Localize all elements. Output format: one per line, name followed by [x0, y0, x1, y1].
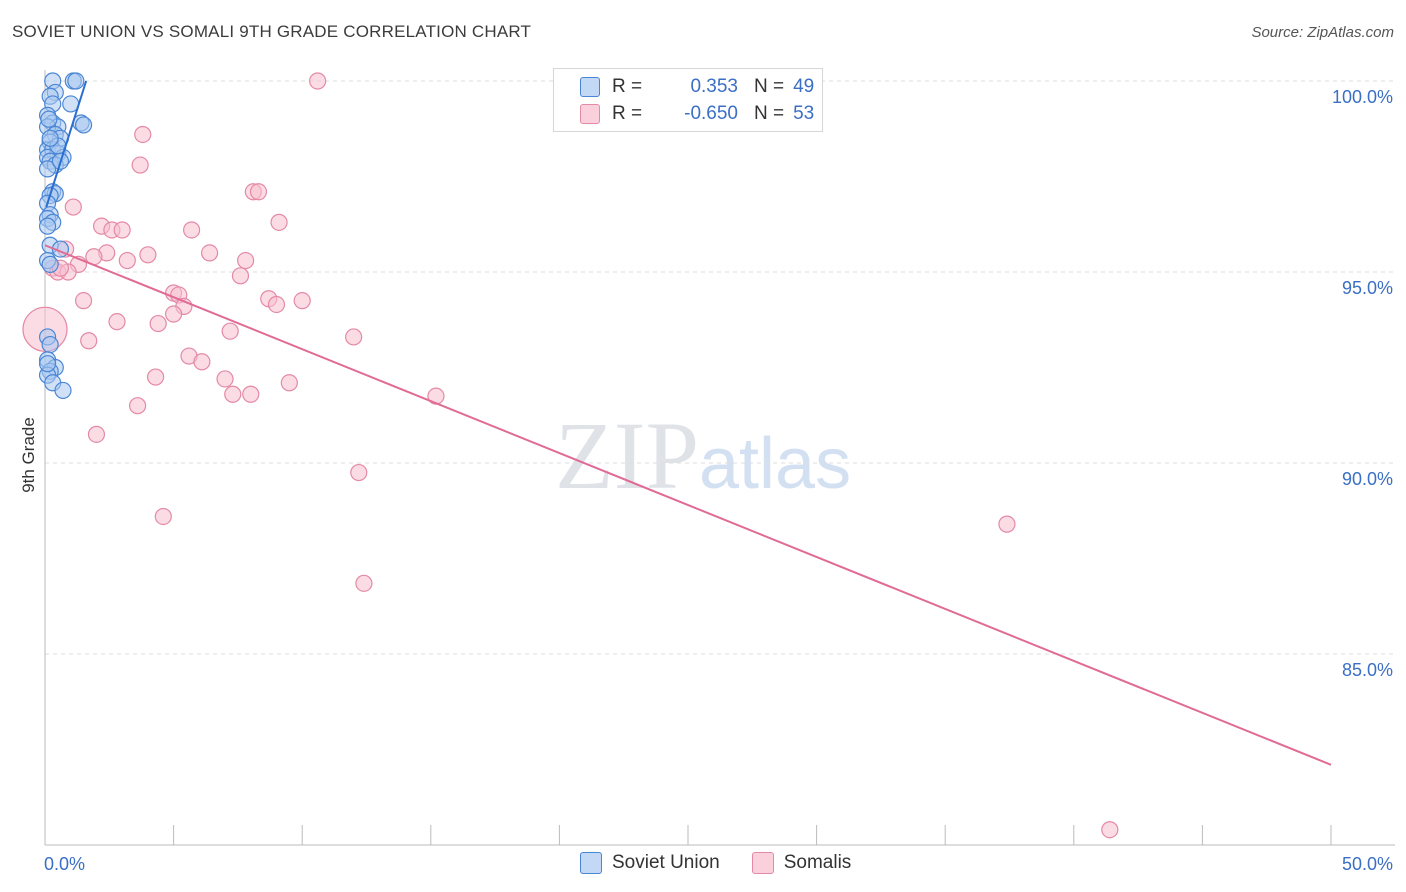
soviet-legend-swatch	[580, 852, 602, 874]
watermark-zip: ZIP	[555, 402, 699, 509]
somali-point	[221, 322, 239, 340]
soviet-legend-label: Soviet Union	[612, 852, 720, 873]
somali-point	[118, 251, 136, 270]
soviet-point	[38, 355, 57, 373]
somali-point	[216, 370, 234, 388]
y-tick-label: 95.0%	[1342, 278, 1393, 298]
legend-row-somali: R = -0.650 N = 53	[554, 101, 814, 127]
somali-point	[128, 397, 147, 415]
somali-point	[201, 244, 219, 262]
somali-point	[131, 156, 149, 174]
soviet-r-label: R =	[612, 76, 643, 97]
soviet-swatch	[580, 77, 600, 97]
somali-point	[267, 295, 286, 314]
somali-point	[193, 353, 211, 371]
somali-n-value: 53	[793, 103, 815, 124]
somali-point	[293, 292, 311, 310]
y-tick-label: 100.0%	[1332, 87, 1393, 107]
somali-point	[64, 198, 82, 216]
soviet-point	[38, 217, 57, 235]
somali-point	[149, 314, 167, 333]
somali-point	[237, 251, 255, 270]
somali-point	[280, 374, 298, 392]
somali-point	[270, 213, 288, 231]
soviet-point	[41, 255, 59, 273]
y-tick-label: 90.0%	[1342, 469, 1393, 489]
somali-point	[998, 515, 1016, 533]
legend-row-soviet: R = 0.353 N = 49	[554, 74, 814, 100]
somali-point	[74, 292, 93, 310]
watermark: ZIPatlas	[555, 400, 851, 511]
correlation-legend: R = 0.353 N = 49 R = -0.650 N = 53	[553, 68, 823, 132]
soviet-point	[54, 381, 72, 400]
series-legend: Soviet Union Somalis	[580, 852, 851, 874]
somali-r-value: -0.650	[684, 103, 738, 124]
soviet-trend-line	[45, 80, 88, 208]
somali-point	[231, 267, 250, 285]
somali-point	[146, 368, 165, 386]
somali-point	[165, 305, 183, 323]
soviet-point	[67, 72, 85, 90]
somali-legend-label: Somalis	[783, 852, 852, 873]
chart-title: SOVIET UNION VS SOMALI 9TH GRADE CORRELA…	[12, 22, 532, 41]
somali-point	[113, 221, 131, 239]
y-tick-label: 85.0%	[1342, 660, 1393, 680]
soviet-n-value: 49	[793, 76, 815, 97]
soviet-point	[41, 129, 59, 147]
somali-trend-line	[44, 244, 1332, 766]
soviet-point	[38, 160, 57, 178]
somali-point	[80, 332, 98, 350]
somali-point	[108, 313, 126, 331]
somali-r-label: R =	[612, 103, 643, 124]
somali-point	[249, 183, 268, 201]
somali-point	[242, 385, 260, 403]
somali-point	[139, 246, 157, 264]
somali-point	[309, 72, 327, 90]
somali-point	[134, 125, 152, 144]
somali-legend-swatch	[751, 852, 774, 874]
somali-swatch	[580, 104, 600, 124]
soviet-point	[74, 116, 93, 134]
somali-point	[224, 385, 242, 403]
watermark-atlas: atlas	[699, 424, 852, 504]
somali-point	[87, 425, 106, 443]
x-tick-label-max: 50.0%	[1342, 854, 1393, 874]
x-tick-label-min: 0.0%	[44, 854, 85, 874]
soviet-point	[41, 335, 59, 354]
soviet-point	[40, 110, 58, 128]
somali-point	[345, 328, 363, 346]
somali-n-label: N =	[754, 103, 785, 124]
somali-point	[355, 574, 373, 592]
soviet-n-label: N =	[754, 76, 785, 97]
soviet-r-value: 0.353	[690, 76, 738, 97]
somali-point	[183, 221, 201, 239]
chart-source: Source: ZipAtlas.com	[1251, 24, 1394, 41]
somali-point	[1101, 821, 1119, 839]
somali-point	[154, 507, 172, 526]
somali-point	[350, 463, 368, 482]
y-axis-label: 9th Grade	[19, 417, 38, 493]
